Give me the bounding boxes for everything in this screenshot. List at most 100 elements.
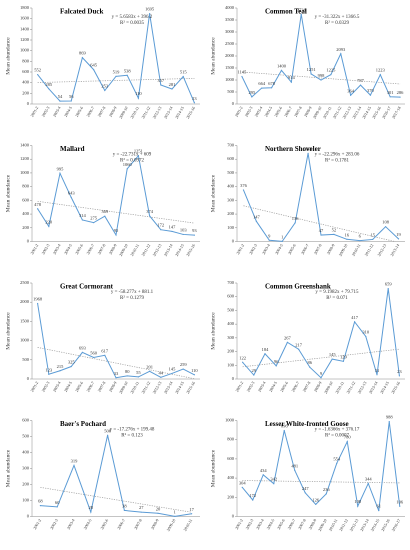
point [367, 482, 369, 485]
data-label: 103 [180, 227, 188, 232]
x-tick-label: 2011-12 [345, 380, 356, 394]
point [126, 168, 128, 170]
trend-r2: R² = 0.0329 [325, 20, 349, 26]
data-label: 325 [68, 360, 76, 365]
x-tick-label: 2005-6 [276, 518, 286, 530]
point [357, 505, 359, 507]
data-label: 110 [135, 91, 142, 96]
y-axis-label: Mean abundance [5, 449, 11, 487]
point [37, 73, 39, 76]
y-axis-label: Mean abundance [5, 312, 11, 350]
x-tick-label: 2009-10 [312, 105, 323, 119]
point [48, 373, 50, 375]
x-tick-label: 2006-7 [85, 243, 95, 255]
trend-equation: y = 5.6583x + 396.2 [112, 15, 153, 20]
data-label: 172 [157, 223, 164, 228]
data-label: 123 [45, 367, 53, 372]
chart-title: Common Greenshank [265, 283, 331, 291]
x-tick-label: 2005-6 [74, 243, 84, 255]
data-label: 1225 [326, 68, 336, 73]
x-tick-label: 2003-4 [66, 518, 76, 530]
point [273, 483, 275, 485]
point [140, 511, 142, 513]
data-label: 19 [396, 232, 401, 237]
y-tick-label: 100 [22, 498, 30, 503]
trend-equation: y = -22.296x + 283.06 [315, 153, 360, 158]
point [336, 462, 338, 464]
point [56, 506, 58, 508]
x-tick-label: 2001-2 [29, 243, 39, 255]
data-label: 108 [354, 499, 362, 504]
point [325, 493, 327, 495]
point [81, 57, 83, 59]
data-label: 643 [68, 190, 76, 195]
data-label: 995 [57, 166, 65, 171]
point [320, 234, 322, 236]
point [389, 96, 391, 98]
point [70, 100, 72, 102]
y-tick-label: 600 [22, 197, 30, 202]
data-label: 478 [34, 202, 42, 207]
trend-equation: y = -17.276x + 199.48 [110, 428, 155, 433]
data-label: 552 [34, 68, 41, 73]
x-tick-label: 2008-9 [108, 243, 118, 255]
x-tick-label: 2015-16 [185, 105, 196, 119]
data-label: 52 [332, 227, 337, 232]
x-tick-label: 2004-5 [268, 380, 278, 392]
y-tick-label: 2000 [225, 53, 235, 58]
point [290, 81, 292, 83]
x-tick-label: 2006-7 [286, 518, 296, 530]
point [268, 239, 270, 241]
x-tick-label: 2008-9 [307, 518, 317, 530]
x-tick-label: 2012-13 [151, 380, 162, 394]
x-tick-label: 2006-7 [283, 105, 293, 117]
chart-title: Great Cormorant [60, 283, 114, 291]
y-tick-label: 2500 [20, 280, 30, 285]
trend-equation: y = 9.1982x + 79.715 [315, 290, 359, 295]
chart-title: Lesser White-fronted Goose [265, 420, 349, 428]
x-tick-label: 2011-12 [140, 380, 151, 394]
data-label: 1145 [238, 70, 248, 75]
x-tick-label: 2009-10 [323, 380, 334, 394]
trend-r2: R² = 0.1781 [325, 158, 349, 164]
y-tick-label: 400 [227, 321, 235, 326]
point [115, 377, 117, 379]
x-tick-label: 2006-7 [85, 380, 95, 392]
data-label: 515 [180, 70, 188, 75]
point [261, 87, 263, 89]
x-tick-label: 2003-4 [257, 380, 267, 392]
trend-line [242, 480, 400, 484]
data-label: 55 [136, 370, 141, 375]
data-label: 215 [57, 364, 65, 369]
trend-equation: y = -31.322x + 1366.5 [315, 15, 360, 20]
data-label: 145 [329, 352, 337, 357]
y-tick-label: 200 [227, 349, 235, 354]
data-label: 664 [258, 81, 266, 86]
y-tick-label: 800 [22, 184, 30, 189]
data-label: 434 [260, 468, 268, 473]
point [48, 88, 50, 90]
data-label: 106 [396, 499, 404, 504]
point [253, 374, 255, 376]
y-tick-label: 0 [232, 101, 235, 106]
data-label: 1251 [134, 149, 143, 154]
y-tick-label: 700 [227, 280, 235, 285]
point [333, 233, 335, 235]
x-tick-label: 2003-4 [253, 105, 263, 117]
point [115, 75, 117, 77]
data-label: 267 [284, 335, 292, 340]
y-tick-label: 0 [27, 376, 30, 381]
data-label: 60 [55, 500, 60, 505]
y-tick-label: 400 [22, 211, 30, 216]
trend-r2: R² = 0.0007 [325, 433, 349, 439]
y-tick-label: 0 [27, 514, 30, 519]
y-tick-label: 1800 [20, 5, 30, 10]
x-tick-label: 2010-11 [129, 243, 140, 257]
data-label: 275 [90, 216, 98, 221]
y-axis-label: Mean abundance [210, 174, 216, 212]
y-tick-label: 1500 [20, 318, 30, 323]
data-label: 68 [38, 499, 43, 504]
point [275, 365, 277, 367]
x-tick-label: 2015-16 [185, 243, 196, 257]
x-tick-label: 2007-8 [293, 105, 303, 117]
